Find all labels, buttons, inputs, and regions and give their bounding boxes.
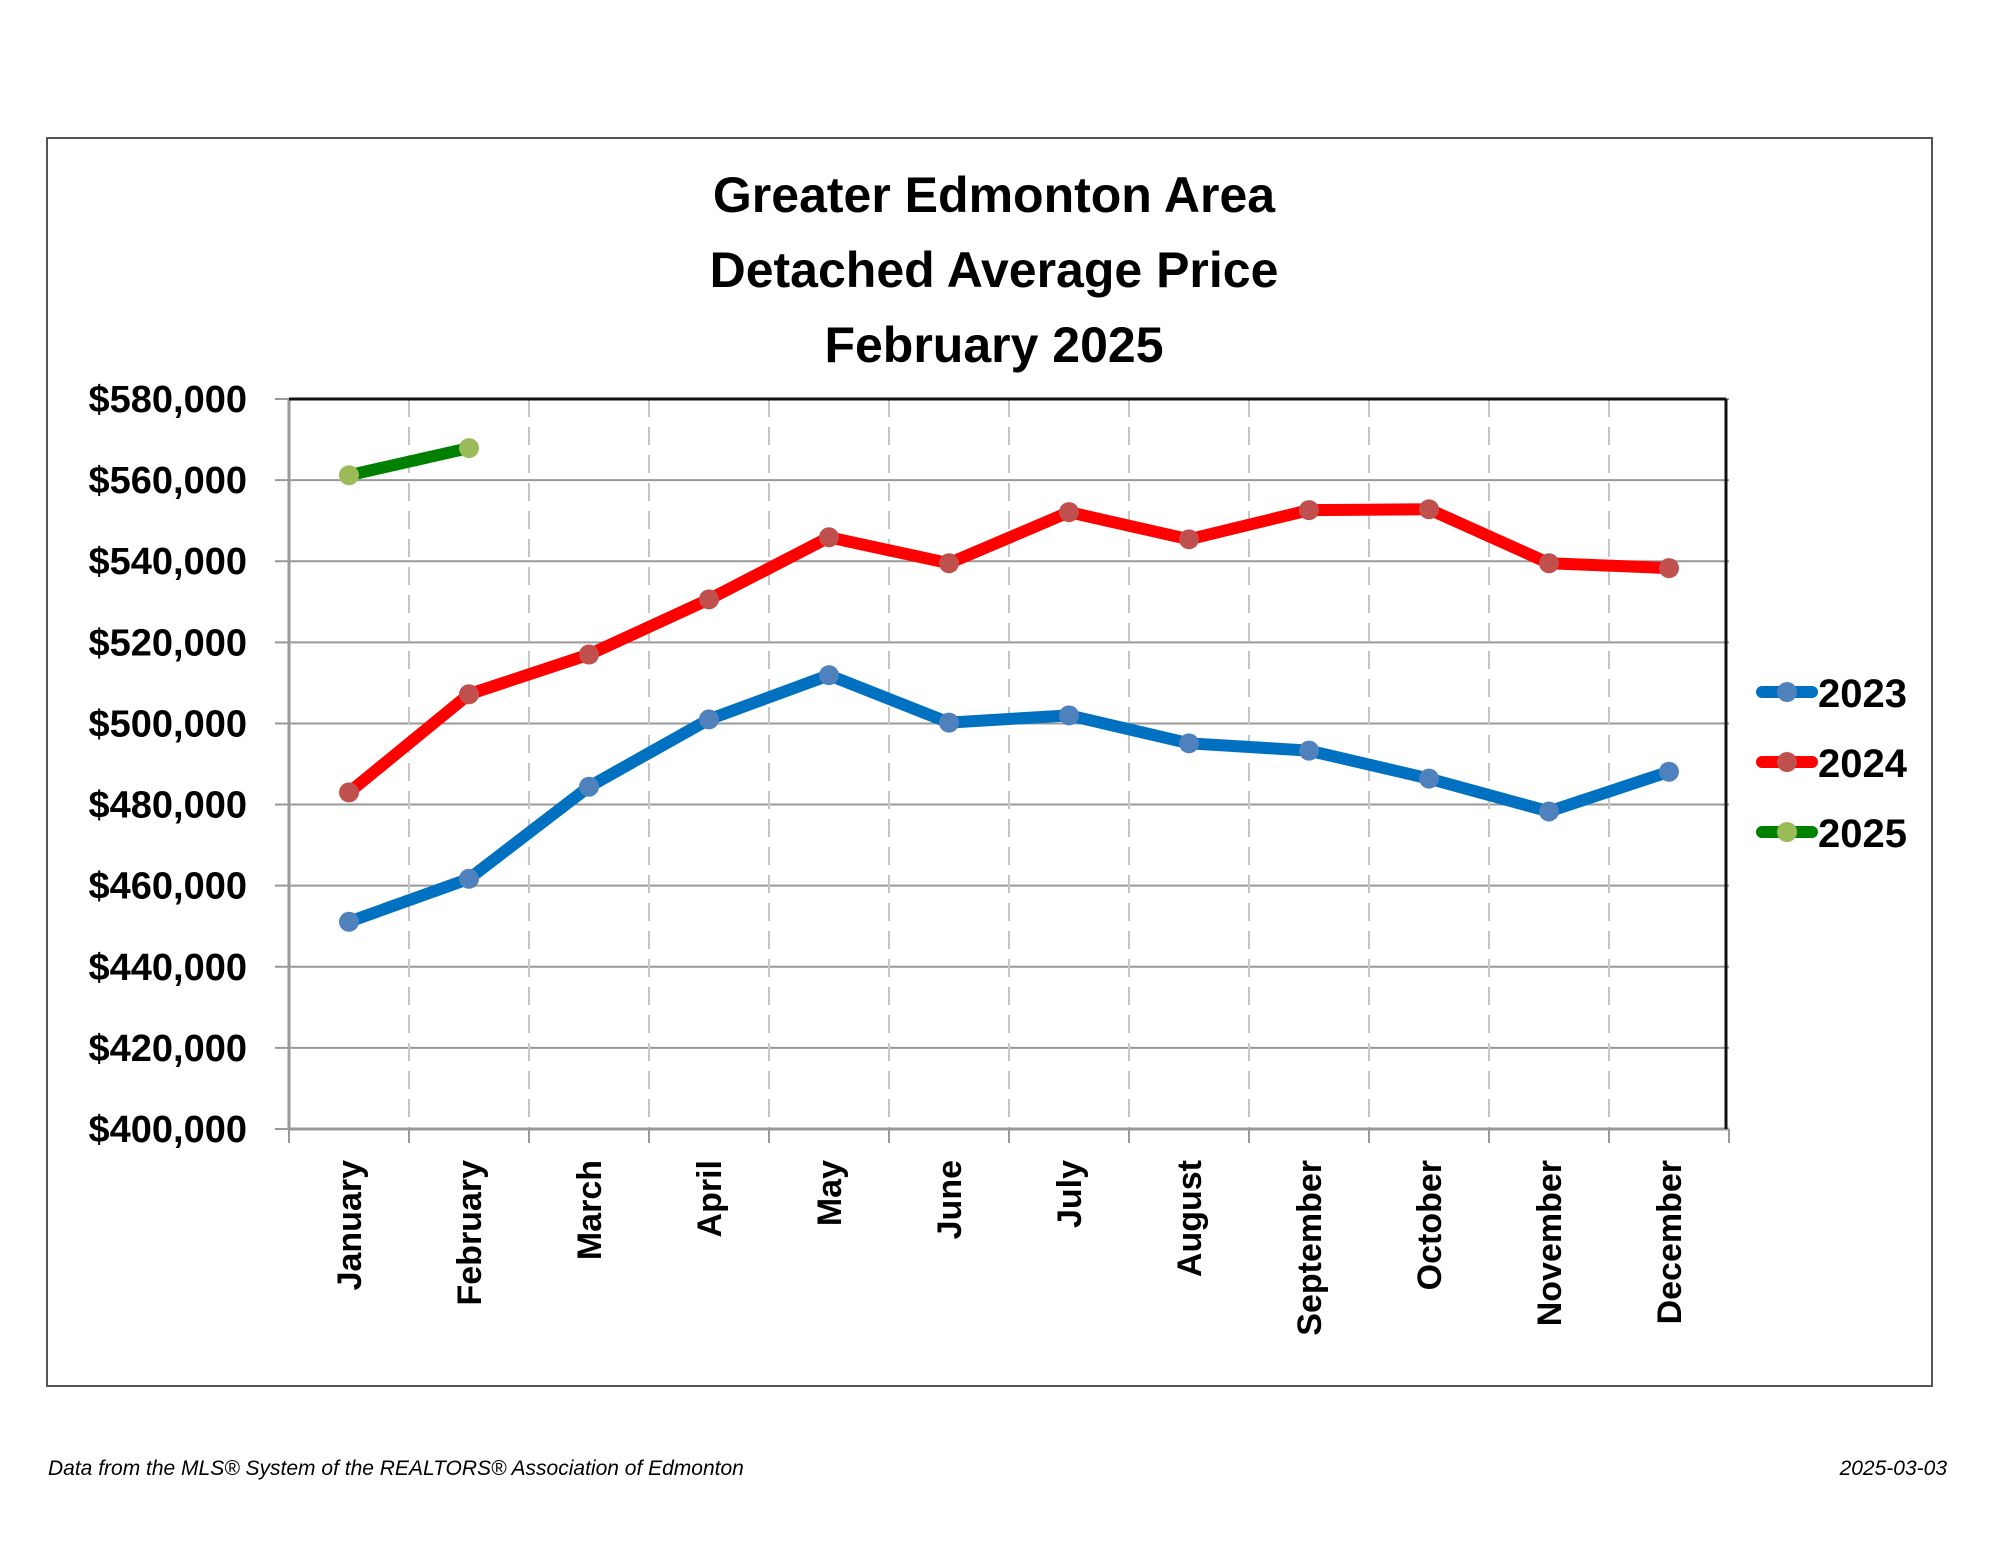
x-tick-label: November: [1531, 1160, 1569, 1326]
data-point-2024: [339, 782, 359, 803]
data-point-2024: [939, 553, 959, 574]
series-line-2024: [343, 503, 1675, 799]
data-point-2024: [1179, 529, 1199, 550]
footer-source-note: Data from the MLS® System of the REALTOR…: [48, 1457, 744, 1480]
x-tick-label: October: [1411, 1160, 1449, 1290]
x-tick-label: June: [931, 1160, 969, 1239]
data-point-2023: [939, 712, 959, 733]
y-tick-label: $440,000: [89, 947, 248, 989]
data-point-2024: [579, 644, 599, 665]
legend-label: 2023: [1818, 672, 1907, 716]
data-point-2023: [1539, 801, 1559, 822]
data-point-2024: [1299, 500, 1319, 521]
chart-title-line-2: Detached Average Price: [710, 242, 1279, 298]
series-2025: [339, 438, 479, 486]
data-point-2024: [1059, 502, 1079, 523]
data-point-2023: [1299, 740, 1319, 761]
chart-title-line-3: February 2025: [824, 317, 1163, 373]
data-point-2024: [699, 589, 719, 610]
data-point-2024: [459, 684, 479, 705]
legend-item-2023: 2023: [1756, 672, 1907, 716]
data-point-2024: [1539, 553, 1559, 574]
y-tick-label: $420,000: [89, 1028, 248, 1070]
legend-marker-swatch: [1777, 752, 1797, 772]
legend-label: 2024: [1818, 742, 1908, 786]
data-point-2024: [1659, 558, 1679, 579]
x-tick-label: December: [1651, 1160, 1689, 1324]
y-tick-label: $520,000: [89, 622, 248, 664]
data-point-2023: [1059, 705, 1079, 726]
x-tick-label: August: [1171, 1160, 1209, 1277]
y-tick-label: $400,000: [89, 1109, 248, 1151]
data-point-2023: [699, 709, 719, 730]
legend-item-2024: 2024: [1756, 742, 1908, 786]
x-tick-label: May: [811, 1160, 849, 1226]
legend-marker-swatch: [1777, 682, 1797, 702]
axes: [287, 397, 1730, 1143]
legend-label: 2025: [1818, 812, 1907, 856]
series-line-2025: [343, 442, 475, 482]
chart-title: Greater Edmonton Area Detached Average P…: [710, 167, 1279, 373]
x-tick-label: January: [331, 1160, 369, 1290]
data-point-2024: [819, 527, 839, 548]
y-tick-label: $540,000: [89, 541, 248, 583]
x-tick-label: September: [1291, 1160, 1329, 1336]
chart-frame: [46, 137, 1933, 1387]
horizontal-gridlines: [275, 398, 1729, 1130]
y-tick-label: $500,000: [89, 703, 248, 745]
series-2023: [339, 665, 1679, 932]
footer-date: 2025-03-03: [1839, 1457, 1947, 1480]
data-point-2023: [819, 665, 839, 686]
series-line-2023: [343, 669, 1675, 928]
x-tick-label: February: [451, 1160, 489, 1306]
x-tick-label: March: [571, 1160, 609, 1260]
chart-title-line-1: Greater Edmonton Area: [713, 167, 1276, 223]
x-axis-tick-labels: January February March April May June July Augu…: [331, 1160, 1689, 1336]
y-tick-label: $460,000: [89, 866, 248, 908]
data-point-2023: [1179, 733, 1199, 754]
legend-marker-swatch: [1777, 822, 1797, 842]
y-tick-label: $580,000: [89, 379, 248, 421]
legend-item-2025: 2025: [1756, 812, 1907, 856]
data-point-2023: [1659, 761, 1679, 782]
y-tick-label: $560,000: [89, 460, 248, 502]
x-tick-label: July: [1051, 1160, 1089, 1228]
y-axis-tick-labels: $400,000 $420,000 $440,000 $460,000 $480,000…: [89, 379, 248, 1151]
data-point-2025: [339, 465, 359, 486]
data-point-2024: [1419, 499, 1439, 520]
y-tick-label: $480,000: [89, 785, 248, 827]
data-point-2023: [1419, 768, 1439, 789]
series-2024: [339, 499, 1679, 803]
data-point-2025: [459, 438, 479, 459]
x-tick-label: April: [691, 1160, 729, 1237]
series-group: [339, 438, 1679, 932]
data-point-2023: [579, 776, 599, 797]
data-point-2023: [339, 911, 359, 932]
legend: 2023 2024 2025: [1756, 672, 1908, 856]
vertical-gridlines: [408, 399, 1610, 1129]
data-point-2023: [459, 868, 479, 889]
